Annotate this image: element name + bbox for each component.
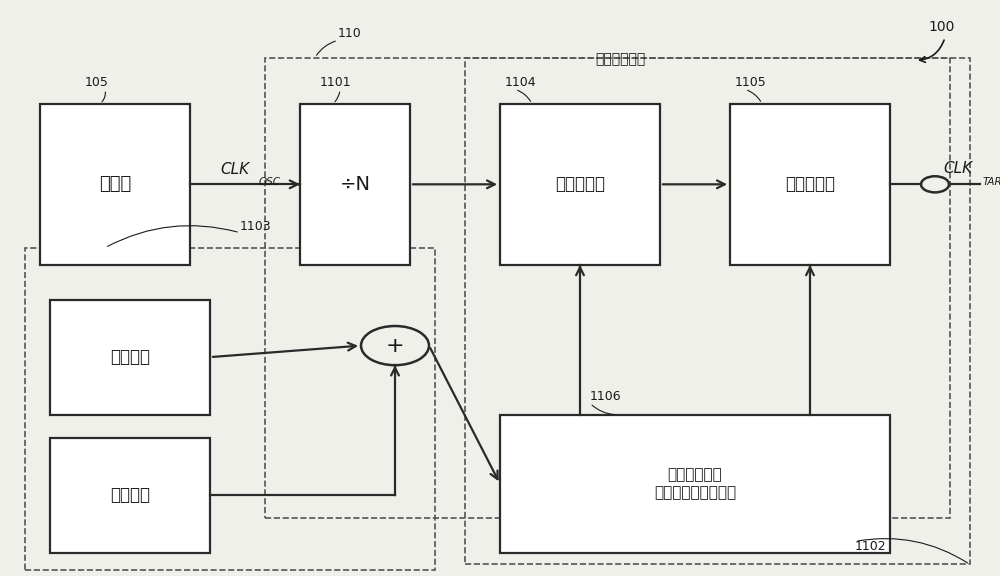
Text: 105: 105 — [85, 76, 109, 89]
Bar — [50, 300, 210, 415]
Text: 1102: 1102 — [855, 540, 887, 553]
Bar — [730, 104, 890, 265]
Bar — [40, 104, 190, 265]
Text: 制程参数: 制程参数 — [110, 348, 150, 366]
Text: 相位内插器: 相位内插器 — [785, 175, 835, 194]
Text: 1106: 1106 — [590, 390, 622, 403]
Bar — [265, 58, 950, 518]
Text: OSC: OSC — [259, 177, 281, 187]
Text: 振荡器: 振荡器 — [99, 175, 131, 194]
Text: 温度参数: 温度参数 — [110, 486, 150, 505]
Text: 1105: 1105 — [735, 76, 767, 89]
Text: 100: 100 — [929, 20, 955, 34]
Text: 相位选择器: 相位选择器 — [555, 175, 605, 194]
Text: ÷N: ÷N — [340, 175, 370, 194]
Bar — [465, 58, 970, 564]
Text: +: + — [386, 336, 404, 355]
Bar — [300, 104, 410, 265]
Text: CLK: CLK — [220, 162, 250, 177]
Text: 1104: 1104 — [505, 76, 537, 89]
Text: 分数型分频器: 分数型分频器 — [595, 52, 645, 66]
Bar — [500, 104, 660, 265]
Text: CLK: CLK — [943, 161, 972, 176]
Text: 数字处理区块
（三角积分调变器）: 数字处理区块 （三角积分调变器） — [654, 468, 736, 500]
Text: 1101: 1101 — [320, 76, 352, 89]
Text: 1103: 1103 — [240, 219, 272, 233]
Bar — [50, 438, 210, 553]
Text: TAR: TAR — [983, 177, 1000, 187]
Text: 110: 110 — [338, 27, 362, 40]
Bar — [500, 415, 890, 553]
Bar — [25, 248, 435, 570]
